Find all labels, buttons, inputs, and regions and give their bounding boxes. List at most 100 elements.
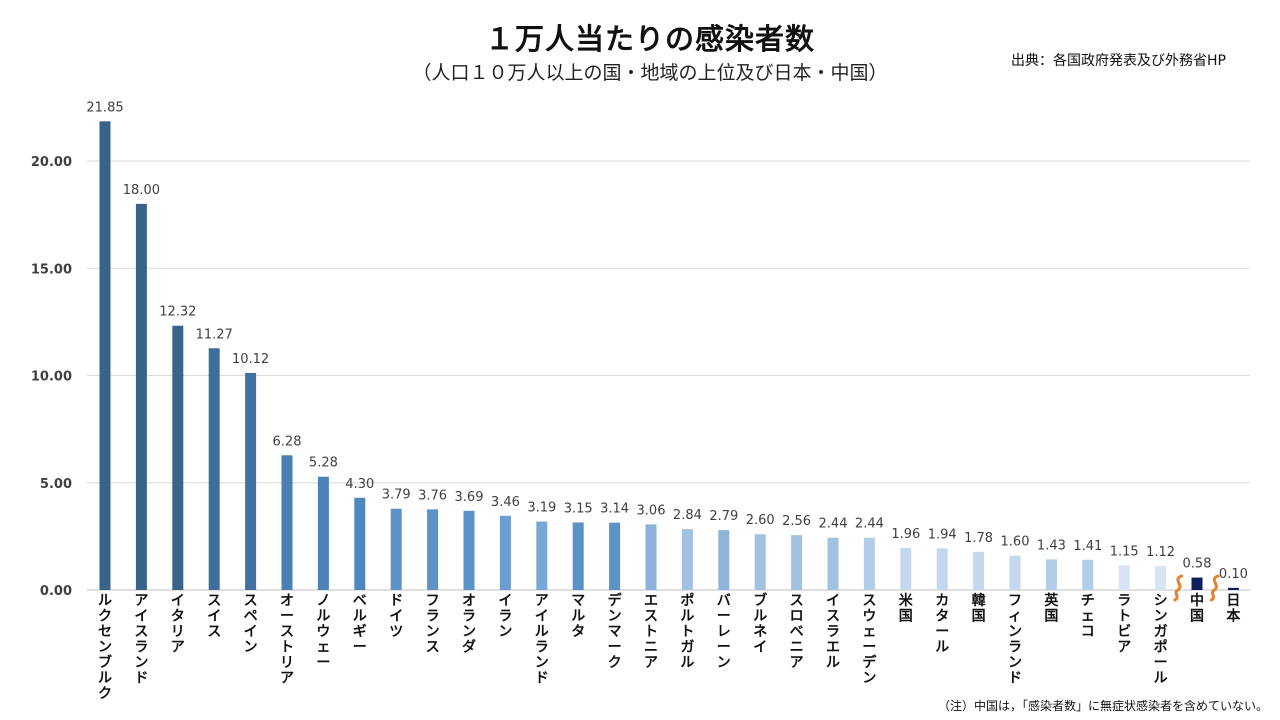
x-tick-label: ルクセンブルク (98, 593, 112, 702)
x-tick-label: 米国 (899, 592, 914, 625)
x-tick-label: ラトビア (1117, 593, 1131, 656)
x-tick-label: オーストリア (280, 593, 294, 687)
x-tick-label: スロベニア (790, 593, 804, 671)
x-tick-label: ノルウェー (316, 593, 330, 671)
bar (645, 524, 657, 590)
footnote: （注）中国は，「感染者数」に無症状感染者を含めていない。 (937, 699, 1268, 713)
bar (1155, 565, 1167, 590)
bar (281, 455, 293, 590)
x-tick-label: ポルトガル (680, 592, 694, 671)
axis-break-marker (1173, 574, 1184, 602)
x-tick-label: ブルネイ (753, 592, 767, 656)
x-tick-label: 英国 (1043, 592, 1059, 625)
bar (1118, 565, 1130, 590)
bar (718, 530, 730, 590)
x-tick-label: フィンランド (1008, 593, 1022, 687)
bar-value-label: 12.32 (159, 305, 196, 320)
bar-value-label: 4.30 (345, 477, 374, 492)
bar-value-label: 3.14 (600, 502, 629, 517)
bar (208, 348, 220, 590)
bar-value-label: 3.79 (382, 488, 411, 503)
bar-value-label: 3.76 (418, 488, 447, 503)
bar-value-label: 0.58 (1183, 557, 1212, 572)
x-tick-label: アイルランド (535, 593, 549, 687)
bar-value-label: 2.44 (855, 517, 884, 532)
x-tick-label: 中国 (1190, 592, 1204, 625)
bar-value-label: 0.10 (1219, 567, 1248, 582)
bar-value-label: 11.27 (196, 327, 233, 342)
x-tick-label: スウェーデン (862, 593, 877, 687)
bar (609, 522, 621, 590)
x-tick-label: 韓国 (972, 592, 986, 625)
bar (390, 508, 402, 590)
bar (827, 537, 839, 590)
bar (1009, 555, 1021, 590)
bar-value-label: 1.94 (928, 527, 957, 542)
bar (1082, 559, 1094, 590)
bar-value-label: 2.79 (709, 509, 738, 524)
bar-value-label: 1.60 (1001, 535, 1030, 550)
y-tick-label: 10.00 (31, 370, 72, 385)
x-tick-label: アイスランド (134, 593, 148, 687)
bar (936, 548, 948, 590)
bar-value-label: 1.12 (1146, 545, 1175, 560)
x-tick-label: スペイン (244, 593, 258, 656)
bar-value-label: 10.12 (232, 352, 269, 367)
bar (499, 515, 511, 590)
bar (754, 534, 766, 590)
bar-value-label: 18.00 (123, 183, 160, 198)
bar-value-label: 3.06 (637, 503, 666, 518)
axis-break-marker (1209, 574, 1220, 602)
y-tick-label: 20.00 (31, 155, 72, 170)
x-tick-label: シンガポール (1154, 593, 1168, 687)
y-tick-label: 15.00 (31, 262, 72, 277)
x-tick-label: カタール (935, 593, 949, 656)
x-tick-label: バーレーン (717, 593, 731, 671)
bar (354, 497, 366, 590)
x-tick-label: デンマーク (608, 592, 623, 671)
bar-value-label: 2.84 (673, 508, 702, 523)
bar (1045, 559, 1057, 590)
bar-value-label: 3.19 (527, 501, 556, 516)
bar-value-label: 1.43 (1037, 538, 1066, 553)
x-tick-label: スイス (207, 593, 221, 640)
source-note: 出典：各国政府発表及び外務省HP (1011, 53, 1226, 69)
bar (863, 537, 875, 590)
x-tick-label: イタリア (171, 593, 185, 656)
bar (572, 522, 584, 590)
bar-value-label: 1.41 (1073, 539, 1102, 554)
x-tick-label: オランダ (462, 593, 476, 656)
chart-subtitle: （人口１０万人以上の国・地域の上位及び日本・中国） (412, 62, 888, 84)
y-tick-label: 0.00 (40, 584, 72, 599)
bar (317, 476, 329, 590)
x-tick-label: ベルギー (353, 593, 367, 656)
bar (973, 551, 985, 590)
bar-value-label: 5.28 (309, 456, 338, 471)
chart-title: １万人当たりの感染者数 (484, 22, 815, 56)
bar-value-label: 2.56 (782, 514, 811, 529)
bar-value-label: 1.15 (1110, 544, 1139, 559)
bar (1191, 577, 1203, 590)
y-tick-label: 5.00 (40, 477, 72, 492)
x-tick-label: エストニア (644, 593, 658, 671)
x-tick-label: イスラエル (826, 593, 840, 671)
bar-value-label: 21.85 (86, 100, 123, 115)
bar (463, 510, 475, 590)
x-tick-label: チェコ (1081, 593, 1095, 640)
bar-value-label: 3.69 (455, 490, 484, 505)
bar (1227, 587, 1239, 590)
bar (172, 325, 184, 590)
bar-value-label: 2.60 (746, 513, 775, 528)
bar (681, 529, 693, 590)
x-tick-label: イラン (498, 593, 512, 640)
bar-value-label: 3.46 (491, 495, 520, 510)
bar-value-label: 1.96 (891, 527, 920, 542)
x-tick-label: 日本 (1226, 593, 1241, 625)
bar-value-label: 1.78 (964, 531, 993, 546)
bar (536, 521, 548, 590)
bar-value-label: 2.44 (819, 517, 848, 532)
bar (135, 203, 147, 590)
x-tick-label: フランス (426, 593, 440, 656)
x-tick-label: マルタ (571, 593, 585, 640)
